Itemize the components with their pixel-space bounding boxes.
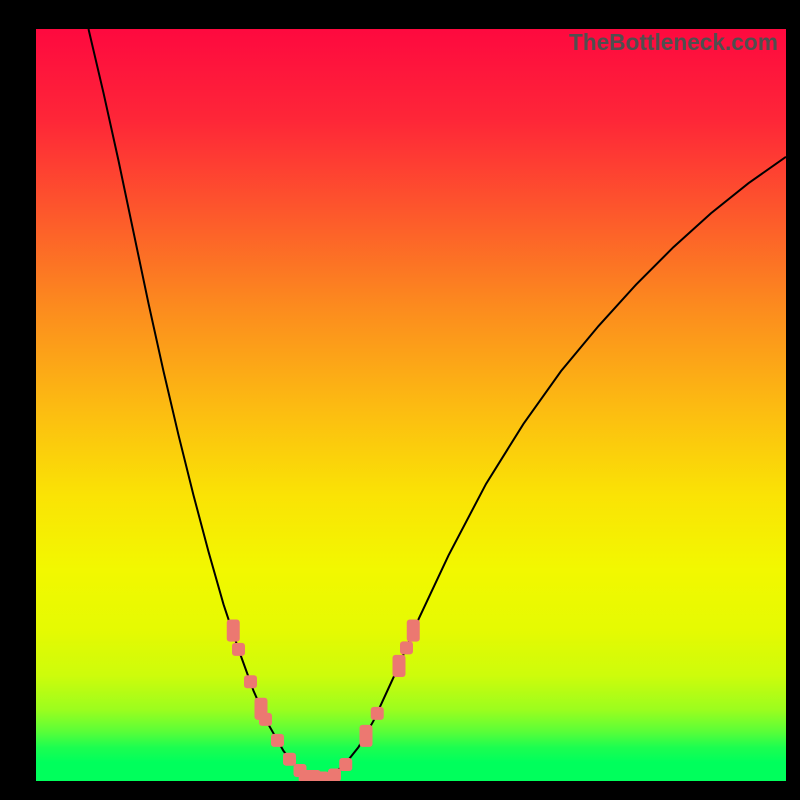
plot-area: TheBottleneck.com <box>36 29 786 781</box>
curve-marker <box>360 725 373 747</box>
curve-marker <box>339 758 352 771</box>
curve-marker <box>407 620 420 642</box>
curve-marker <box>244 675 257 688</box>
watermark-text: TheBottleneck.com <box>569 29 778 56</box>
curve-marker <box>227 620 240 642</box>
curve-marker <box>393 655 406 677</box>
curve-marker <box>283 753 296 766</box>
curve-marker <box>316 771 329 781</box>
chart-canvas: TheBottleneck.com <box>0 0 800 800</box>
curve-marker <box>259 713 272 726</box>
curve-marker <box>271 734 284 747</box>
curve-marker <box>328 768 341 781</box>
curve-marker <box>232 643 245 656</box>
plot-svg <box>36 29 786 781</box>
gradient-background <box>36 29 786 781</box>
curve-marker <box>400 641 413 654</box>
curve-marker <box>371 707 384 720</box>
